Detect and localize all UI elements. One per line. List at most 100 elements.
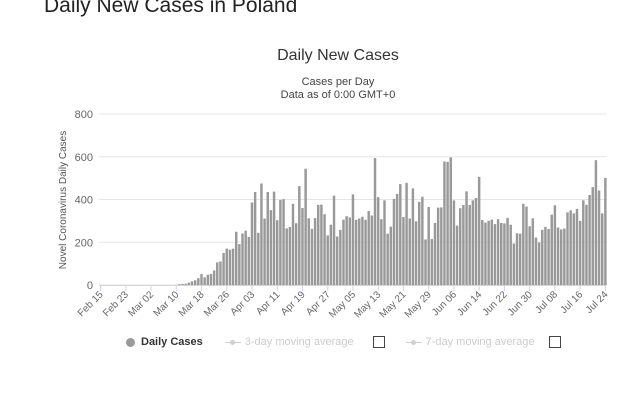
bar[interactable] bbox=[563, 228, 566, 285]
bar[interactable] bbox=[193, 280, 197, 285]
bar[interactable] bbox=[541, 229, 544, 285]
bar[interactable] bbox=[572, 213, 576, 285]
bar[interactable] bbox=[436, 207, 440, 285]
bar[interactable] bbox=[443, 161, 446, 285]
bar[interactable] bbox=[228, 249, 232, 285]
bar[interactable] bbox=[282, 199, 285, 285]
bar[interactable] bbox=[386, 233, 389, 285]
bar[interactable] bbox=[238, 244, 241, 285]
bar[interactable] bbox=[291, 203, 295, 285]
bar[interactable] bbox=[225, 248, 228, 285]
bar[interactable] bbox=[408, 218, 411, 285]
bar[interactable] bbox=[430, 239, 434, 285]
bar[interactable] bbox=[594, 160, 598, 285]
bar[interactable] bbox=[304, 168, 307, 285]
bar[interactable] bbox=[250, 202, 254, 285]
bar[interactable] bbox=[231, 248, 235, 285]
bar[interactable] bbox=[320, 204, 323, 285]
bar[interactable] bbox=[440, 207, 443, 285]
bar[interactable] bbox=[298, 186, 301, 285]
bar[interactable] bbox=[471, 200, 475, 285]
bar[interactable] bbox=[500, 223, 503, 285]
bar[interactable] bbox=[433, 223, 437, 285]
bar[interactable] bbox=[216, 262, 219, 285]
bar[interactable] bbox=[481, 220, 484, 285]
bar[interactable] bbox=[339, 229, 342, 285]
bar[interactable] bbox=[263, 218, 266, 285]
bar[interactable] bbox=[323, 214, 326, 285]
bar[interactable] bbox=[313, 218, 317, 285]
bar[interactable] bbox=[332, 195, 336, 285]
bar[interactable] bbox=[358, 218, 361, 285]
bar[interactable] bbox=[506, 217, 509, 285]
bar[interactable] bbox=[465, 191, 468, 285]
bar[interactable] bbox=[582, 200, 585, 285]
legend-checkbox-3-day-average[interactable] bbox=[372, 336, 385, 348]
bar[interactable] bbox=[203, 277, 206, 285]
bar[interactable] bbox=[449, 157, 452, 285]
bar[interactable] bbox=[414, 221, 418, 285]
bar[interactable] bbox=[272, 191, 276, 285]
bar[interactable] bbox=[512, 243, 516, 285]
bar[interactable] bbox=[345, 216, 348, 285]
bar[interactable] bbox=[310, 228, 314, 285]
bar[interactable] bbox=[380, 219, 383, 285]
bar[interactable] bbox=[424, 239, 427, 285]
bar[interactable] bbox=[354, 219, 358, 285]
bar[interactable] bbox=[181, 283, 184, 285]
legend-checkbox-7-day-average[interactable] bbox=[549, 336, 562, 348]
bar[interactable] bbox=[556, 227, 560, 285]
bar[interactable] bbox=[275, 220, 279, 285]
bar[interactable] bbox=[348, 217, 352, 285]
bar[interactable] bbox=[537, 242, 541, 285]
bar[interactable] bbox=[487, 220, 490, 285]
bar[interactable] bbox=[392, 198, 396, 285]
bar[interactable] bbox=[260, 183, 263, 285]
bar[interactable] bbox=[351, 194, 355, 285]
bar[interactable] bbox=[209, 273, 213, 285]
bar[interactable] bbox=[534, 237, 538, 285]
bar[interactable] bbox=[399, 184, 402, 285]
bar[interactable] bbox=[257, 232, 260, 285]
bar[interactable] bbox=[600, 213, 604, 285]
bar[interactable] bbox=[531, 218, 535, 285]
bar[interactable] bbox=[446, 161, 449, 285]
bar[interactable] bbox=[427, 206, 430, 285]
bar[interactable] bbox=[383, 200, 386, 285]
bar[interactable] bbox=[452, 200, 456, 285]
bar[interactable] bbox=[244, 230, 247, 285]
bar[interactable] bbox=[474, 198, 478, 285]
bar[interactable] bbox=[266, 192, 269, 285]
bar[interactable] bbox=[411, 188, 415, 285]
bar[interactable] bbox=[462, 205, 465, 285]
bar[interactable] bbox=[553, 205, 557, 285]
bar[interactable] bbox=[212, 270, 216, 285]
bar[interactable] bbox=[288, 227, 292, 285]
bar[interactable] bbox=[370, 215, 374, 285]
bar[interactable] bbox=[329, 224, 333, 285]
bar[interactable] bbox=[279, 199, 282, 285]
bar[interactable] bbox=[326, 235, 329, 285]
bar[interactable] bbox=[285, 228, 288, 285]
bar[interactable] bbox=[389, 226, 393, 285]
bar[interactable] bbox=[307, 218, 311, 285]
bar[interactable] bbox=[187, 282, 191, 285]
bar[interactable] bbox=[550, 214, 553, 285]
bar[interactable] bbox=[269, 210, 273, 285]
bar[interactable] bbox=[522, 203, 525, 285]
bar[interactable] bbox=[247, 236, 251, 285]
bar[interactable] bbox=[206, 274, 210, 285]
bar[interactable] bbox=[518, 233, 522, 285]
bar[interactable] bbox=[335, 236, 339, 285]
bar[interactable] bbox=[222, 252, 225, 285]
bar[interactable] bbox=[484, 222, 487, 285]
bar[interactable] bbox=[317, 204, 320, 285]
bar[interactable] bbox=[559, 229, 563, 285]
bar[interactable] bbox=[547, 228, 550, 285]
bar[interactable] bbox=[241, 233, 244, 285]
bar[interactable] bbox=[376, 197, 380, 285]
bar[interactable] bbox=[575, 208, 579, 285]
bar[interactable] bbox=[477, 176, 481, 285]
bar[interactable] bbox=[190, 281, 194, 285]
bar[interactable] bbox=[364, 219, 367, 285]
